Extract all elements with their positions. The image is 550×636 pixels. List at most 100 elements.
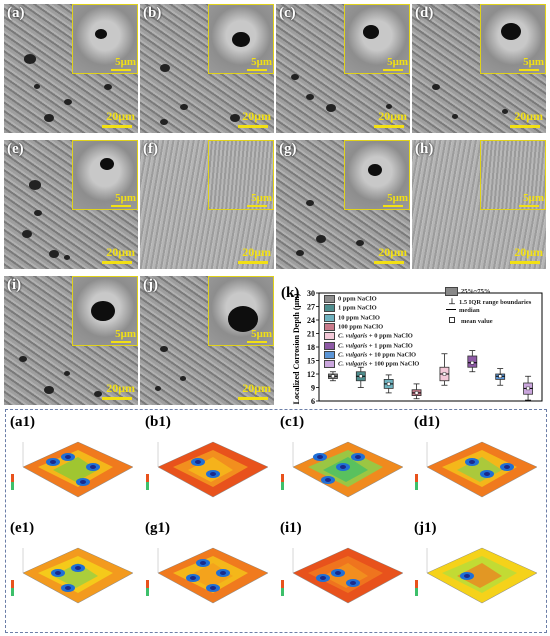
legend-text: 0 ppm NaClO (338, 295, 377, 303)
inset-scale-label: 5μm (387, 56, 408, 68)
surface-3d-plot (146, 441, 269, 498)
corrosion-pit (296, 250, 304, 257)
mean-marker (526, 386, 530, 391)
surface-pit-core (325, 478, 331, 482)
surface-3d-plot (281, 441, 404, 498)
inset-pit (100, 158, 114, 170)
sem-panel-label: (f) (143, 141, 158, 157)
sem-panel-label: (e) (7, 141, 24, 157)
surface-profile-panel: (e1) (8, 518, 138, 623)
legend-key-median: median (445, 307, 480, 314)
axis-line (426, 572, 483, 604)
y-tick-label: 21 (307, 330, 315, 339)
magnified-inset (72, 4, 138, 74)
y-tick-label: 6 (311, 397, 315, 406)
legend-entry: 10 ppm NaClO (324, 313, 380, 322)
surface-profile-panel: (i1) (278, 518, 408, 623)
surface-profile-panel: (c1) (278, 412, 408, 517)
surface-profile-panel: (b1) (143, 412, 273, 517)
y-tick-label: 12 (307, 370, 315, 379)
magnified-inset (480, 140, 546, 210)
sem-panel: (a) 5μm 20μm (4, 4, 138, 133)
y-tick-label: 27 (307, 303, 315, 312)
legend-mean-symbol (449, 317, 455, 323)
mean-marker (498, 374, 502, 378)
surface-panel-label: (b1) (145, 414, 171, 430)
surface-pit-core (484, 472, 490, 476)
main-scale-label: 20μm (378, 109, 407, 123)
panel-k-label: (k) (281, 285, 299, 301)
legend-key-box: 25%~75% (445, 287, 490, 296)
surface-pit-core (504, 465, 510, 469)
surface-profile-box (5, 409, 547, 633)
inset-scale-label: 5μm (523, 56, 544, 68)
axis-line (481, 466, 538, 498)
inset-pit (232, 32, 250, 48)
main-scale-label: 20μm (242, 245, 271, 259)
box-plot-panel: (k) 6 9 12 15 18 21 24 27 30 Localized Corrosion … (279, 281, 546, 406)
y-tick-label: 15 (307, 357, 315, 366)
sem-panel: (c) 5μm 20μm (276, 4, 410, 133)
corrosion-pit (155, 386, 161, 391)
axis-line (22, 466, 79, 498)
mean-marker (331, 374, 335, 378)
surface-pit-core (220, 571, 226, 575)
magnified-inset (72, 140, 138, 210)
corrosion-pit (306, 200, 314, 207)
color-scale-bar (11, 588, 14, 596)
surface-patch (53, 563, 98, 588)
y-tick-label: 30 (307, 289, 315, 298)
corrosion-pit (160, 64, 170, 72)
mean-marker (470, 361, 475, 365)
sem-panel: (d) 5μm 20μm (412, 4, 546, 133)
corrosion-pit (44, 386, 54, 394)
color-scale-bar (415, 588, 418, 596)
sem-panel-label: (g) (279, 141, 297, 157)
surface-panel-label: (d1) (414, 414, 440, 430)
color-scale-bar (281, 588, 284, 596)
main-scale-label: 20μm (514, 245, 543, 259)
legend-whisker-symbol: ⊥ (448, 297, 456, 306)
sem-panel-label: (d) (415, 5, 434, 21)
sem-panel: (b) 5μm 20μm (140, 4, 274, 133)
legend-entry: 100 ppm NaClO (324, 322, 383, 331)
inset-pit (95, 29, 107, 40)
surface-panel-label: (j1) (414, 520, 437, 536)
legend-entry: C. vulgaris + 0 ppm NaClO (324, 332, 413, 341)
surface-panel-label: (c1) (280, 414, 305, 430)
surface-profile-panel: (j1) (412, 518, 542, 623)
surface-pit-core (195, 460, 201, 464)
legend-text: C. vulgaris + 0 ppm NaClO (338, 332, 413, 340)
main-scale-bar (102, 261, 132, 264)
inset-pit (91, 301, 115, 322)
axis-line (212, 572, 269, 604)
surface-pit-core (210, 472, 216, 476)
corrosion-pit (356, 240, 364, 247)
surface-pit-core (340, 465, 346, 469)
main-scale-label: 20μm (106, 245, 135, 259)
corrosion-pit (34, 84, 40, 89)
corrosion-pit (160, 346, 168, 353)
corrosion-pit (19, 356, 27, 363)
main-scale-label: 20μm (106, 381, 135, 395)
inset-scale-bar (111, 341, 131, 343)
surface-profile-panel: (d1) (412, 412, 542, 517)
sem-panel-label: (h) (415, 141, 434, 157)
surface-3d-plot (146, 547, 269, 604)
axis-line (77, 572, 134, 604)
color-scale-bar (415, 482, 418, 490)
inset-scale-bar (247, 205, 267, 207)
axis-line (347, 572, 404, 604)
surface-3d-plot (415, 547, 538, 604)
main-scale-label: 20μm (242, 381, 271, 395)
legend-key-text: median (459, 307, 480, 314)
surface-pit-core (90, 465, 96, 469)
legend-key-text: 25%~75% (461, 287, 491, 295)
legend-text: 10 ppm NaClO (338, 314, 380, 322)
legend-key-mean: mean value (445, 317, 493, 325)
surface-3d-plot (11, 547, 134, 604)
main-scale-label: 20μm (378, 245, 407, 259)
inset-scale-label: 5μm (115, 192, 136, 204)
sem-panel: (j) 5μm 20μm (140, 276, 274, 405)
surface-3d-plot (281, 547, 404, 604)
